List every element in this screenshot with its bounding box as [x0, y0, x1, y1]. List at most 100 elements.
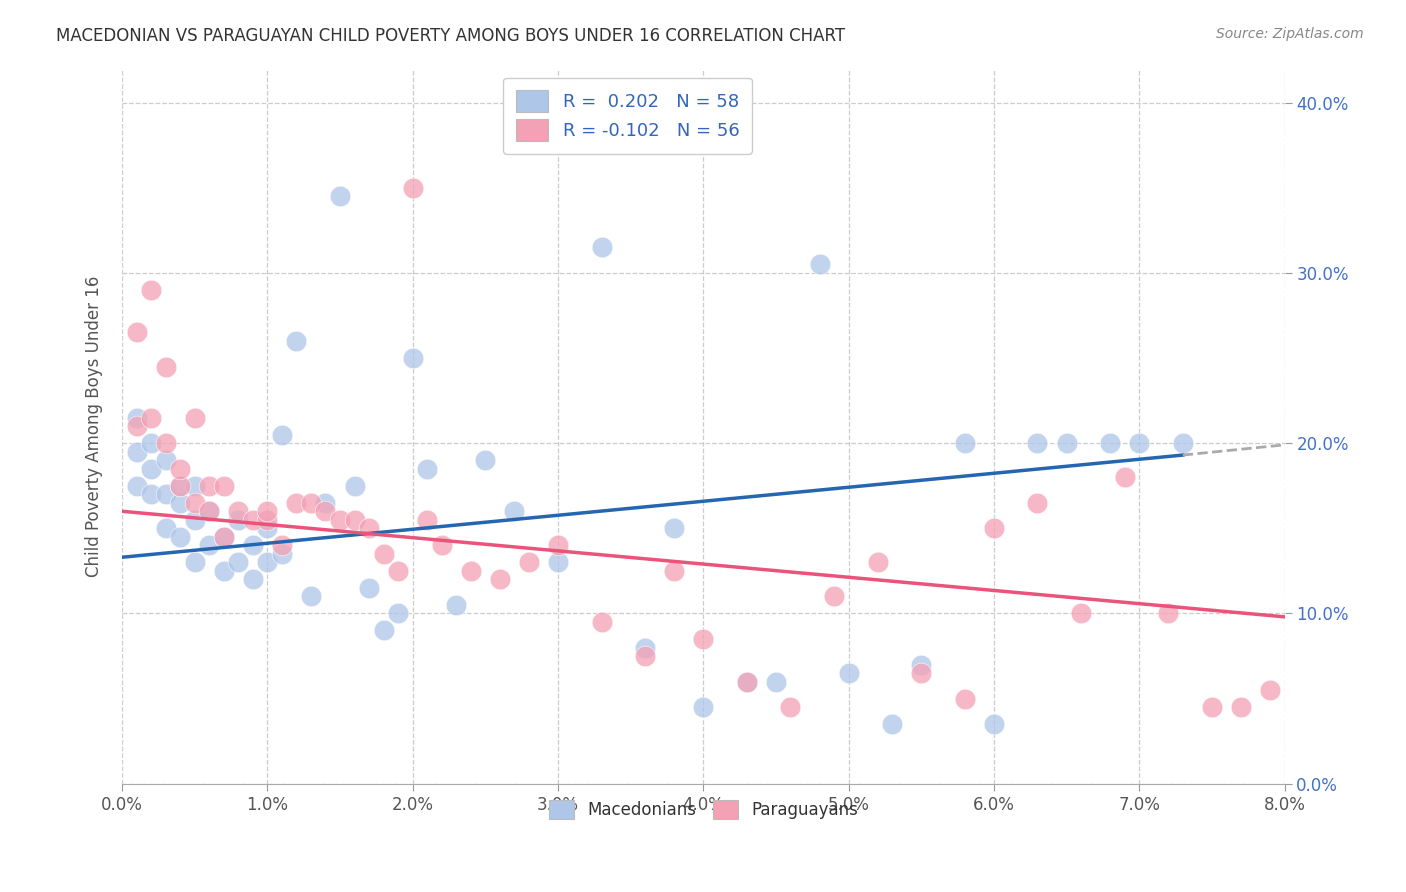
Point: [446, 598, 468, 612]
Text: MACEDONIAN VS PARAGUAYAN CHILD POVERTY AMONG BOYS UNDER 16 CORRELATION CHART: MACEDONIAN VS PARAGUAYAN CHILD POVERTY A…: [56, 27, 845, 45]
Point: [314, 504, 336, 518]
Point: [226, 555, 249, 569]
Point: [270, 427, 292, 442]
Point: [139, 487, 162, 501]
Point: [125, 444, 148, 458]
Point: [183, 555, 205, 569]
Point: [256, 504, 278, 518]
Point: [664, 521, 686, 535]
Point: [808, 257, 831, 271]
Point: [226, 513, 249, 527]
Point: [402, 180, 425, 194]
Point: [430, 538, 453, 552]
Point: [212, 479, 235, 493]
Point: [591, 240, 613, 254]
Point: [1317, 700, 1340, 714]
Point: [155, 487, 177, 501]
Point: [910, 666, 932, 681]
Point: [1157, 607, 1180, 621]
Point: [866, 555, 889, 569]
Point: [285, 334, 308, 348]
Point: [139, 283, 162, 297]
Point: [387, 564, 409, 578]
Point: [155, 521, 177, 535]
Legend: Macedonians, Paraguayans: Macedonians, Paraguayans: [541, 793, 865, 825]
Point: [1201, 700, 1223, 714]
Point: [765, 674, 787, 689]
Point: [357, 521, 380, 535]
Point: [198, 479, 221, 493]
Point: [169, 530, 191, 544]
Point: [357, 581, 380, 595]
Point: [1099, 436, 1122, 450]
Point: [169, 479, 191, 493]
Point: [212, 530, 235, 544]
Point: [664, 564, 686, 578]
Point: [329, 189, 352, 203]
Point: [489, 573, 512, 587]
Point: [1375, 683, 1398, 698]
Point: [139, 461, 162, 475]
Point: [242, 573, 264, 587]
Point: [983, 521, 1005, 535]
Point: [983, 717, 1005, 731]
Point: [387, 607, 409, 621]
Point: [416, 513, 439, 527]
Point: [139, 436, 162, 450]
Point: [547, 555, 569, 569]
Point: [692, 632, 714, 646]
Point: [169, 479, 191, 493]
Point: [198, 538, 221, 552]
Point: [1026, 436, 1049, 450]
Point: [1288, 700, 1310, 714]
Point: [299, 590, 322, 604]
Point: [517, 555, 540, 569]
Point: [953, 691, 976, 706]
Point: [242, 538, 264, 552]
Point: [1070, 607, 1092, 621]
Point: [634, 648, 657, 663]
Point: [256, 513, 278, 527]
Point: [125, 326, 148, 340]
Point: [212, 530, 235, 544]
Point: [735, 674, 758, 689]
Point: [1056, 436, 1078, 450]
Point: [838, 666, 860, 681]
Point: [503, 504, 526, 518]
Point: [910, 657, 932, 672]
Point: [1026, 496, 1049, 510]
Point: [735, 674, 758, 689]
Point: [1171, 436, 1194, 450]
Point: [226, 504, 249, 518]
Point: [402, 351, 425, 365]
Point: [198, 504, 221, 518]
Point: [634, 640, 657, 655]
Point: [125, 479, 148, 493]
Point: [139, 410, 162, 425]
Point: [373, 547, 395, 561]
Point: [1258, 683, 1281, 698]
Point: [953, 436, 976, 450]
Point: [692, 700, 714, 714]
Point: [155, 453, 177, 467]
Point: [460, 564, 482, 578]
Point: [155, 359, 177, 374]
Point: [416, 461, 439, 475]
Point: [1346, 683, 1368, 698]
Point: [270, 538, 292, 552]
Point: [256, 555, 278, 569]
Point: [1114, 470, 1136, 484]
Point: [125, 419, 148, 434]
Point: [823, 590, 845, 604]
Point: [198, 504, 221, 518]
Point: [270, 547, 292, 561]
Point: [285, 496, 308, 510]
Point: [183, 410, 205, 425]
Point: [343, 479, 366, 493]
Point: [242, 513, 264, 527]
Point: [474, 453, 496, 467]
Point: [169, 496, 191, 510]
Point: [1128, 436, 1150, 450]
Text: Source: ZipAtlas.com: Source: ZipAtlas.com: [1216, 27, 1364, 41]
Point: [125, 410, 148, 425]
